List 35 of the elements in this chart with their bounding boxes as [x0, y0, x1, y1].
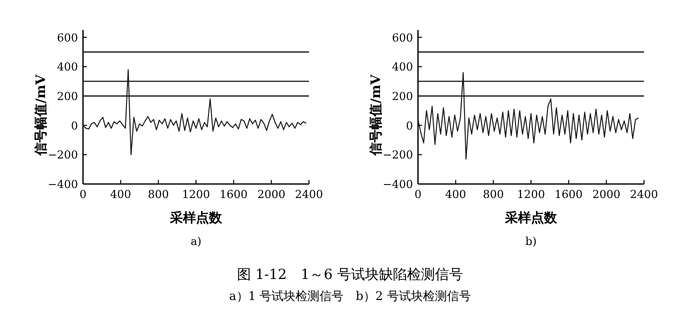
- y-tick-label: −400: [382, 178, 413, 191]
- y-tick-label: 0: [406, 119, 413, 132]
- x-tick-label: 400: [445, 188, 466, 201]
- x-axis-title: 采样点数: [504, 210, 558, 226]
- y-tick-label: 600: [392, 31, 413, 44]
- x-tick-label: 2000: [257, 188, 286, 201]
- y-tick-label: 200: [57, 90, 78, 103]
- line-series: [82, 69, 307, 156]
- x-tick-label: 1600: [554, 188, 583, 201]
- x-tick-label: 2400: [630, 188, 658, 201]
- y-tick-label: −400: [48, 178, 78, 191]
- x-tick-label: 2400: [295, 188, 323, 201]
- text: a）1 号试块检测信号 b）2 号试块检测信号: [229, 289, 471, 303]
- x-axis-title: 采样点数: [169, 210, 223, 226]
- y-tick-label: −200: [382, 148, 413, 162]
- x-tick-label: 800: [148, 188, 169, 201]
- text: a): [190, 235, 202, 248]
- x-tick-label: 1200: [182, 188, 210, 201]
- x-tick-label: 2000: [592, 188, 620, 201]
- y-tick-label: −200: [48, 148, 78, 162]
- y-tick-label: 200: [392, 90, 413, 103]
- text: b): [525, 235, 537, 248]
- caption: 图 1-12 1～6 号试块缺陷检测信号: [236, 267, 464, 283]
- x-tick-label: 1600: [220, 188, 248, 201]
- x-tick-label: 1200: [517, 188, 545, 201]
- y-axis-title: 信号幅值/mV: [34, 74, 49, 156]
- y-tick-label: 400: [57, 60, 78, 74]
- x-tick-label: 800: [482, 188, 504, 201]
- x-tick-label: 400: [110, 188, 132, 201]
- y-tick-label: 0: [71, 119, 78, 132]
- y-tick-label: 600: [57, 31, 78, 44]
- y-axis-title: 信号幅值/mV: [369, 74, 384, 156]
- y-tick-label: 400: [392, 60, 413, 74]
- x-tick-label: 0: [80, 188, 86, 201]
- x-tick-label: 0: [414, 188, 422, 201]
